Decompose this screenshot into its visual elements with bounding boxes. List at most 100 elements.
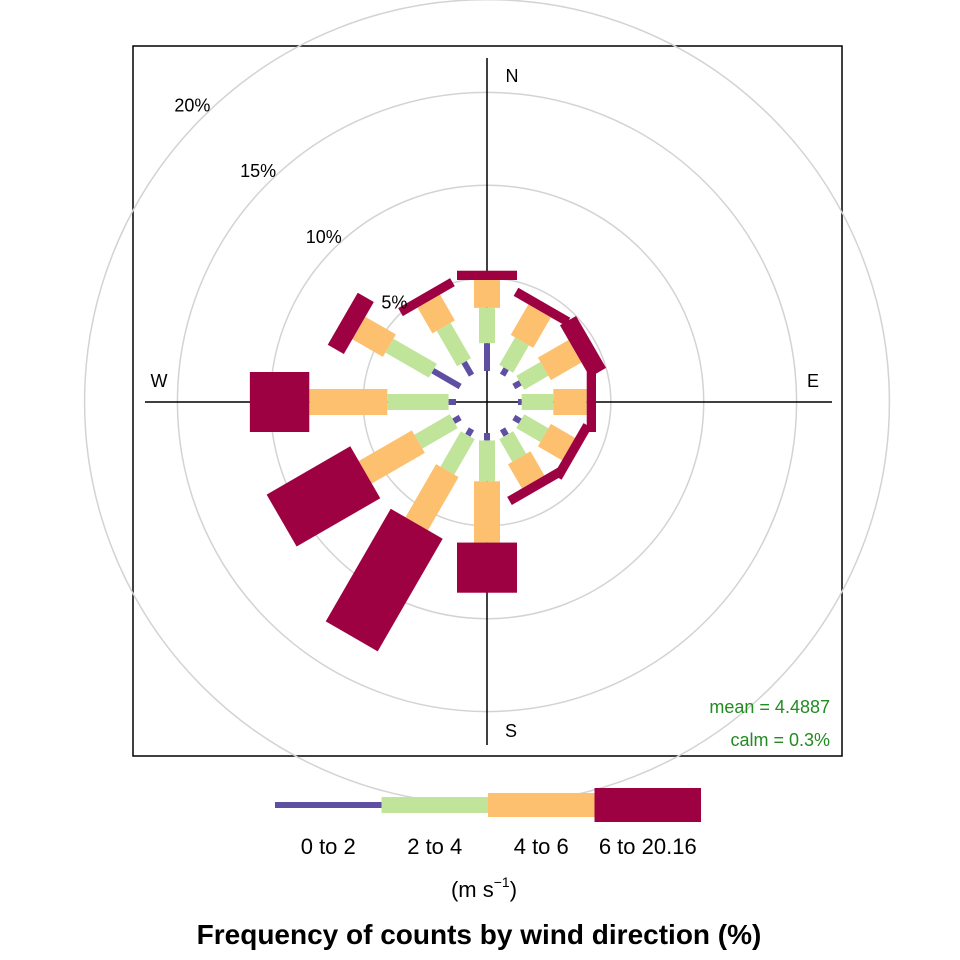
bar-group [537,423,576,461]
bar-330deg-bin-1 [461,360,475,377]
bar-120deg-bin-1 [512,414,522,424]
bar-30deg-bin-4 [513,287,571,326]
rose-bars [249,270,607,652]
bar-group [457,270,517,280]
bar-180deg-bin-3 [474,481,500,543]
bar-group [474,280,500,308]
bar-group [479,307,495,344]
bar-60deg-bin-3 [537,339,582,381]
bar-60deg-bin-4 [559,315,607,378]
bar-group [385,338,437,378]
chart-title: Frequency of counts by wind direction (%… [197,919,762,950]
bar-30deg-bin-3 [510,304,551,348]
bar-group [507,451,545,489]
compass-w-label: W [151,371,168,391]
bar-210deg-bin-3 [405,464,459,531]
legend-swatch-3 [488,793,595,817]
bar-group [431,368,462,390]
bar-group [266,446,381,547]
bar-90deg-bin-1 [518,399,522,405]
bar-group [513,287,571,326]
bar-group [474,481,500,543]
bar-group [457,542,517,593]
bar-270deg-bin-1 [448,399,457,405]
bar-330deg-bin-2 [436,322,471,367]
bar-group [479,440,495,482]
bar-group [436,322,471,367]
legend-label-4: 6 to 20.16 [599,834,697,859]
units-prefix: (m s [451,877,494,902]
bar-group [507,466,564,505]
bar-210deg-bin-2 [440,431,475,475]
bar-270deg-bin-4 [249,372,310,432]
bar-270deg-bin-3 [309,389,388,415]
bar-group [327,292,374,354]
bar-90deg-bin-2 [521,394,554,410]
bar-240deg-bin-2 [414,414,458,449]
bar-group [499,431,527,462]
bar-180deg-bin-4 [457,542,517,593]
bar-group [499,427,509,437]
bar-240deg-bin-3 [358,430,425,484]
bar-0deg-bin-3 [474,280,500,308]
bar-120deg-bin-2 [516,414,549,443]
legend-swatch-2 [381,797,488,813]
bar-group [586,372,596,432]
ring-label-10: 10% [306,227,342,247]
bar-group [516,361,549,390]
calm-stat: calm = 0.3% [730,730,830,750]
bar-group [465,427,475,437]
bar-60deg-bin-1 [512,380,522,390]
ring-labels: 5% 10% 15% 20% [174,95,407,312]
legend-label-2: 2 to 4 [407,834,462,859]
bar-150deg-bin-3 [507,451,545,489]
bar-group [537,339,582,381]
units-suffix: ) [510,877,517,902]
ring-label-5: 5% [381,292,407,312]
bar-group [484,433,490,441]
bar-group [553,389,587,415]
bar-30deg-bin-2 [499,337,529,373]
bar-group [518,399,522,405]
bar-group [512,380,522,390]
bar-30deg-bin-1 [499,367,509,377]
bar-group [417,294,455,334]
bar-group [440,431,475,475]
bar-group [461,360,475,377]
legend: 0 to 2 2 to 4 4 to 6 6 to 20.16 [275,788,701,859]
bar-group [510,304,551,348]
ring-label-15: 15% [240,161,276,181]
ring-label-20: 20% [174,95,210,115]
bar-group [405,464,459,531]
legend-swatch-1 [275,802,382,808]
units-exponent: −1 [494,874,510,890]
bar-330deg-bin-3 [417,294,455,334]
bar-group [352,316,396,357]
legend-label-1: 0 to 2 [301,834,356,859]
bar-150deg-bin-1 [499,427,509,437]
legend-units: (m s−1) [451,874,517,902]
bar-120deg-bin-3 [537,423,576,461]
bar-0deg-bin-2 [479,307,495,344]
bar-150deg-bin-2 [499,431,527,462]
bar-group [358,430,425,484]
bar-90deg-bin-3 [553,389,587,415]
bar-group [512,414,522,424]
bar-group [521,394,554,410]
bar-group [559,315,607,378]
bar-270deg-bin-2 [387,394,449,410]
bar-210deg-bin-1 [465,427,475,437]
bar-group [448,399,457,405]
bar-60deg-bin-2 [516,361,549,390]
compass-e-label: E [807,371,819,391]
bar-300deg-bin-3 [352,316,396,357]
bar-group [452,414,462,424]
bar-300deg-bin-1 [431,368,462,390]
bar-0deg-bin-4 [457,270,517,280]
compass-n-label: N [506,66,519,86]
compass-s-label: S [505,721,517,741]
bar-group [499,337,529,373]
bar-180deg-bin-2 [479,440,495,482]
bar-group [387,394,449,410]
